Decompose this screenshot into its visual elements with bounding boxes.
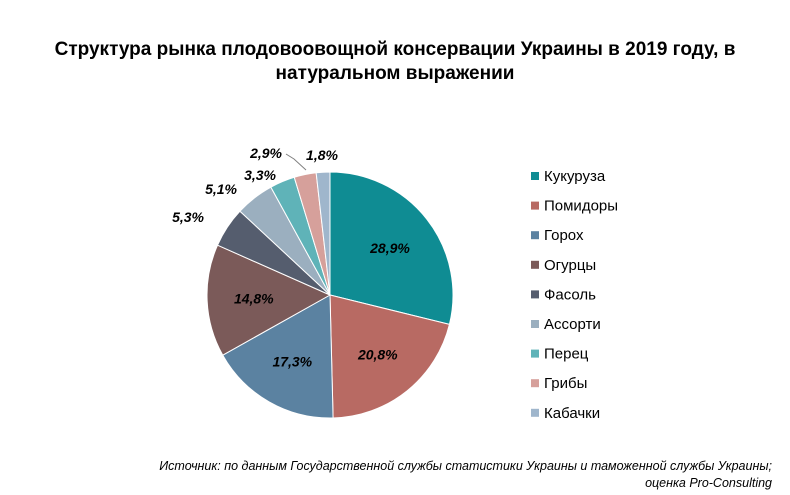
slice-value-label-8: 2,9% <box>249 145 282 161</box>
source-note: Источник: по данным Государственной служ… <box>32 458 772 492</box>
slice-value-label-5: 5,3% <box>172 209 204 225</box>
slice-value-label-4: 14,8% <box>234 291 274 307</box>
pie-value-labels: 28,9% 20,8% 17,3% 14,8% 5,3%5,1% 3,3% 2,9% 1,8% <box>172 145 410 369</box>
pie-slice-1 <box>329 171 454 326</box>
chart-legend: Кукуруза Помидоры Горох Огурцы Фасоль Ассорти… <box>531 168 618 422</box>
leader-line <box>285 153 307 171</box>
legend-label-1: Кукуруза <box>544 168 606 185</box>
source-line-2: оценка Pro-Consulting <box>645 476 772 490</box>
slice-value-label-7: 3,3% <box>244 167 276 183</box>
chart-title: Структура рынка плодовоовощной консервац… <box>0 38 790 86</box>
legend-label-2: Помидоры <box>544 198 618 215</box>
legend-swatch-2 <box>531 201 539 210</box>
legend-label-7: Перец <box>544 346 589 363</box>
slice-value-label-6: 5,1% <box>205 181 237 197</box>
legend-label-5: Фасоль <box>544 286 596 303</box>
chart-title-line-1: Структура рынка плодовоовощной консервац… <box>54 39 736 60</box>
legend-label-9: Кабачки <box>544 405 600 422</box>
slice-value-label-2: 20,8% <box>357 346 398 362</box>
legend-label-8: Грибы <box>544 375 587 392</box>
legend-swatch-7 <box>531 349 539 358</box>
pie-slice-4 <box>206 244 332 356</box>
slice-value-label-1: 28,9% <box>369 240 410 256</box>
pie-slices <box>206 171 454 419</box>
pie-slice-2 <box>329 294 451 419</box>
legend-label-6: Ассорти <box>544 316 601 333</box>
legend-swatch-6 <box>531 320 539 328</box>
legend-swatch-1 <box>531 172 539 180</box>
legend-swatch-8 <box>531 379 539 388</box>
chart-title-line-2: натуральном выражении <box>275 63 515 84</box>
legend-label-3: Горох <box>544 227 584 244</box>
slice-value-label-9: 1,8% <box>306 147 338 163</box>
legend-swatch-9 <box>531 408 539 417</box>
legend-swatch-3 <box>531 231 539 240</box>
pie-slice-9 <box>315 171 331 296</box>
pie-slice-3 <box>222 294 334 419</box>
legend-swatch-5 <box>531 290 539 299</box>
legend-label-4: Огурцы <box>544 257 596 274</box>
legend-swatch-4 <box>531 260 539 269</box>
source-line-1: Источник: по данным Государственной служ… <box>159 459 772 473</box>
slice-value-label-3: 17,3% <box>272 353 312 369</box>
